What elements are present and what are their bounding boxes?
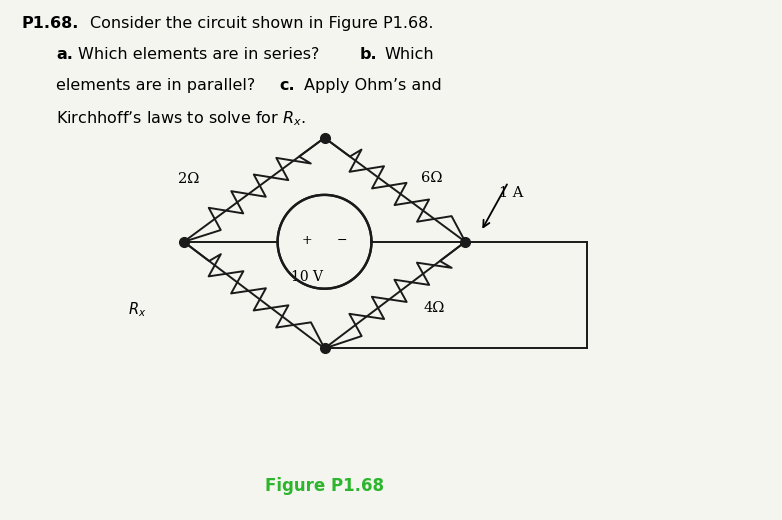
Text: Figure P1.68: Figure P1.68: [265, 477, 384, 495]
Text: 6Ω: 6Ω: [421, 171, 442, 185]
Text: 4Ω: 4Ω: [424, 301, 445, 315]
Text: 1 A: 1 A: [499, 187, 523, 200]
Text: Which elements are in series?: Which elements are in series?: [78, 47, 325, 62]
Text: b.: b.: [360, 47, 378, 62]
Text: Kirchhoff’s laws to solve for $R_x$.: Kirchhoff’s laws to solve for $R_x$.: [56, 109, 306, 128]
Text: P1.68.: P1.68.: [22, 16, 79, 31]
Text: elements are in parallel?: elements are in parallel?: [56, 78, 260, 93]
Text: Apply Ohm’s and: Apply Ohm’s and: [304, 78, 442, 93]
Text: −: −: [336, 234, 347, 247]
Text: $R_x$: $R_x$: [127, 300, 146, 319]
Text: 10 V: 10 V: [292, 270, 323, 283]
Text: Consider the circuit shown in Figure P1.68.: Consider the circuit shown in Figure P1.…: [90, 16, 433, 31]
Text: c.: c.: [279, 78, 295, 93]
Text: a.: a.: [56, 47, 74, 62]
Ellipse shape: [278, 195, 371, 289]
Text: +: +: [302, 234, 313, 247]
Text: 2Ω: 2Ω: [178, 173, 199, 186]
Text: Which: Which: [385, 47, 434, 62]
